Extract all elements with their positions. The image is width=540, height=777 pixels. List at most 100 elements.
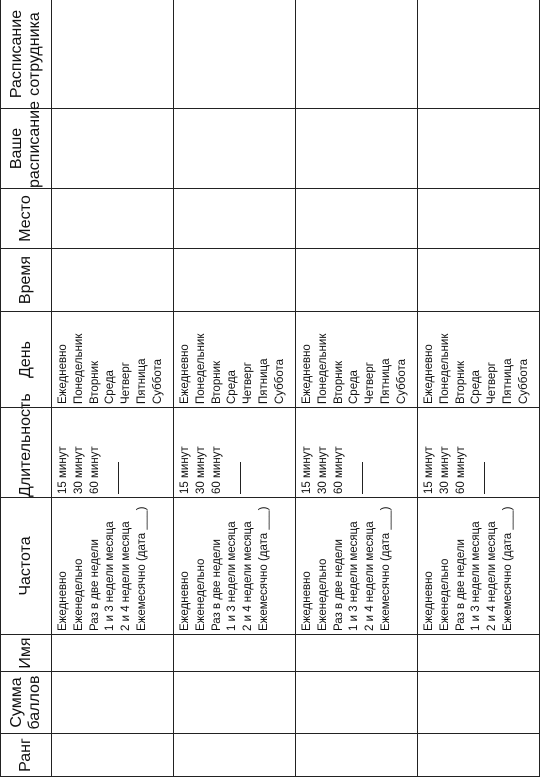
- your-schedule-cell[interactable]: [417, 108, 540, 189]
- employee-schedule-cell[interactable]: [173, 0, 296, 109]
- duration-cell-option[interactable]: 15 минут: [179, 446, 191, 494]
- day-cell-option[interactable]: Ежедневно: [301, 344, 313, 404]
- duration-cell-option[interactable]: 60 минут: [210, 446, 223, 494]
- frequency-cell-option[interactable]: Ежемесячно (дата ___): [257, 506, 270, 631]
- time-cell[interactable]: [51, 248, 174, 312]
- frequency-cell[interactable]: Ежедневно Еженедельно Раз в две недели 1 и …: [417, 497, 540, 635]
- rank-cell[interactable]: [51, 733, 174, 777]
- day-cell-option[interactable]: Суббота: [273, 358, 286, 404]
- duration-cell-option[interactable]: 30 минут: [194, 446, 207, 494]
- day-cell-option[interactable]: Четверг: [120, 362, 133, 404]
- duration-cell-option[interactable]: 30 минут: [438, 446, 451, 494]
- frequency-cell-option[interactable]: Раз в две недели: [88, 539, 101, 631]
- blank-line[interactable]: [229, 462, 242, 494]
- frequency-cell-option[interactable]: Ежемесячно (дата ___): [379, 506, 392, 631]
- day-cell-option[interactable]: Четверг: [486, 362, 499, 404]
- duration-cell-option[interactable]: 15 минут: [301, 446, 313, 494]
- day-cell-option[interactable]: Пятница: [501, 358, 514, 404]
- employee-schedule-cell[interactable]: [417, 0, 540, 109]
- duration-cell-option[interactable]: 30 минут: [316, 446, 329, 494]
- duration-cell-option[interactable]: [225, 411, 242, 494]
- duration-cell-option[interactable]: 60 минут: [332, 446, 345, 494]
- duration-cell-option[interactable]: 15 минут: [423, 446, 435, 494]
- day-cell[interactable]: Ежедневно Понедельник Вторник Среда Четверг П…: [417, 311, 540, 408]
- day-cell-option[interactable]: Среда: [470, 370, 483, 404]
- frequency-cell-option[interactable]: Ежедневно: [423, 571, 435, 631]
- score-cell[interactable]: [295, 671, 418, 734]
- day-cell-option[interactable]: Четверг: [242, 362, 255, 404]
- day-cell-option[interactable]: Четверг: [364, 362, 377, 404]
- duration-cell-option[interactable]: 60 минут: [454, 446, 467, 494]
- duration-cell[interactable]: 15 минут 30 минут 60 минут: [417, 407, 540, 498]
- frequency-cell-option[interactable]: 1 и 3 недели месяца: [104, 521, 117, 631]
- frequency-cell-option[interactable]: Еженедельно: [316, 558, 329, 631]
- frequency-cell-option[interactable]: Раз в две недели: [454, 539, 467, 631]
- blank-line[interactable]: [473, 462, 486, 494]
- day-cell-option[interactable]: Пятница: [257, 358, 270, 404]
- frequency-cell-option[interactable]: 2 и 4 недели месяца: [120, 521, 133, 631]
- place-cell[interactable]: [295, 188, 418, 249]
- frequency-cell-option[interactable]: 2 и 4 недели месяца: [242, 521, 255, 631]
- blank-line[interactable]: [107, 462, 120, 494]
- place-cell[interactable]: [51, 188, 174, 249]
- name-cell[interactable]: [295, 634, 418, 672]
- employee-schedule-cell[interactable]: [51, 0, 174, 109]
- score-cell[interactable]: [51, 671, 174, 734]
- day-cell[interactable]: Ежедневно Понедельник Вторник Среда Четверг П…: [173, 311, 296, 408]
- frequency-cell-option[interactable]: Ежедневно: [57, 571, 69, 631]
- your-schedule-cell[interactable]: [173, 108, 296, 189]
- your-schedule-cell[interactable]: [51, 108, 174, 189]
- day-cell-option[interactable]: Понедельник: [316, 333, 329, 404]
- name-cell[interactable]: [51, 634, 174, 672]
- frequency-cell-option[interactable]: Еженедельно: [72, 558, 85, 631]
- day-cell-option[interactable]: Суббота: [517, 358, 530, 404]
- frequency-cell-option[interactable]: Ежемесячно (дата ___): [501, 506, 514, 631]
- day-cell-option[interactable]: Среда: [226, 370, 239, 404]
- frequency-cell-option[interactable]: Раз в две недели: [332, 539, 345, 631]
- duration-cell-option[interactable]: 30 минут: [72, 446, 85, 494]
- day-cell-option[interactable]: Суббота: [151, 358, 164, 404]
- frequency-cell-option[interactable]: 1 и 3 недели месяца: [470, 521, 483, 631]
- duration-cell[interactable]: 15 минут 30 минут 60 минут: [51, 407, 174, 498]
- day-cell-option[interactable]: Среда: [348, 370, 361, 404]
- score-cell[interactable]: [417, 671, 540, 734]
- duration-cell[interactable]: 15 минут 30 минут 60 минут: [295, 407, 418, 498]
- time-cell[interactable]: [173, 248, 296, 312]
- day-cell-option[interactable]: Ежедневно: [57, 344, 69, 404]
- place-cell[interactable]: [173, 188, 296, 249]
- frequency-cell[interactable]: Ежедневно Еженедельно Раз в две недели 1 и …: [51, 497, 174, 635]
- day-cell-option[interactable]: Суббота: [395, 358, 408, 404]
- frequency-cell-option[interactable]: Ежедневно: [179, 571, 191, 631]
- score-cell[interactable]: [173, 671, 296, 734]
- blank-line[interactable]: [351, 462, 364, 494]
- name-cell[interactable]: [173, 634, 296, 672]
- duration-cell-option[interactable]: [347, 411, 364, 494]
- duration-cell-option[interactable]: 60 минут: [88, 446, 101, 494]
- frequency-cell-option[interactable]: Ежемесячно (дата ___): [135, 506, 148, 631]
- frequency-cell-option[interactable]: Ежедневно: [301, 571, 313, 631]
- rank-cell[interactable]: [295, 733, 418, 777]
- day-cell-option[interactable]: Среда: [104, 370, 117, 404]
- rank-cell[interactable]: [417, 733, 540, 777]
- frequency-cell-option[interactable]: 2 и 4 недели месяца: [364, 521, 377, 631]
- frequency-cell-option[interactable]: 1 и 3 недели месяца: [226, 521, 239, 631]
- time-cell[interactable]: [417, 248, 540, 312]
- duration-cell-option[interactable]: [103, 411, 120, 494]
- frequency-cell-option[interactable]: Раз в две недели: [210, 539, 223, 631]
- frequency-cell-option[interactable]: Еженедельно: [438, 558, 451, 631]
- day-cell-option[interactable]: Вторник: [88, 360, 101, 404]
- duration-cell-option[interactable]: [469, 411, 486, 494]
- name-cell[interactable]: [417, 634, 540, 672]
- rank-cell[interactable]: [173, 733, 296, 777]
- frequency-cell-option[interactable]: Еженедельно: [194, 558, 207, 631]
- frequency-cell-option[interactable]: 2 и 4 недели месяца: [486, 521, 499, 631]
- day-cell-option[interactable]: Ежедневно: [423, 344, 435, 404]
- duration-cell-option[interactable]: 15 минут: [57, 446, 69, 494]
- day-cell-option[interactable]: Вторник: [454, 360, 467, 404]
- day-cell-option[interactable]: Пятница: [379, 358, 392, 404]
- duration-cell[interactable]: 15 минут 30 минут 60 минут: [173, 407, 296, 498]
- day-cell-option[interactable]: Ежедневно: [179, 344, 191, 404]
- day-cell-option[interactable]: Понедельник: [72, 333, 85, 404]
- day-cell-option[interactable]: Вторник: [332, 360, 345, 404]
- frequency-cell[interactable]: Ежедневно Еженедельно Раз в две недели 1 и …: [295, 497, 418, 635]
